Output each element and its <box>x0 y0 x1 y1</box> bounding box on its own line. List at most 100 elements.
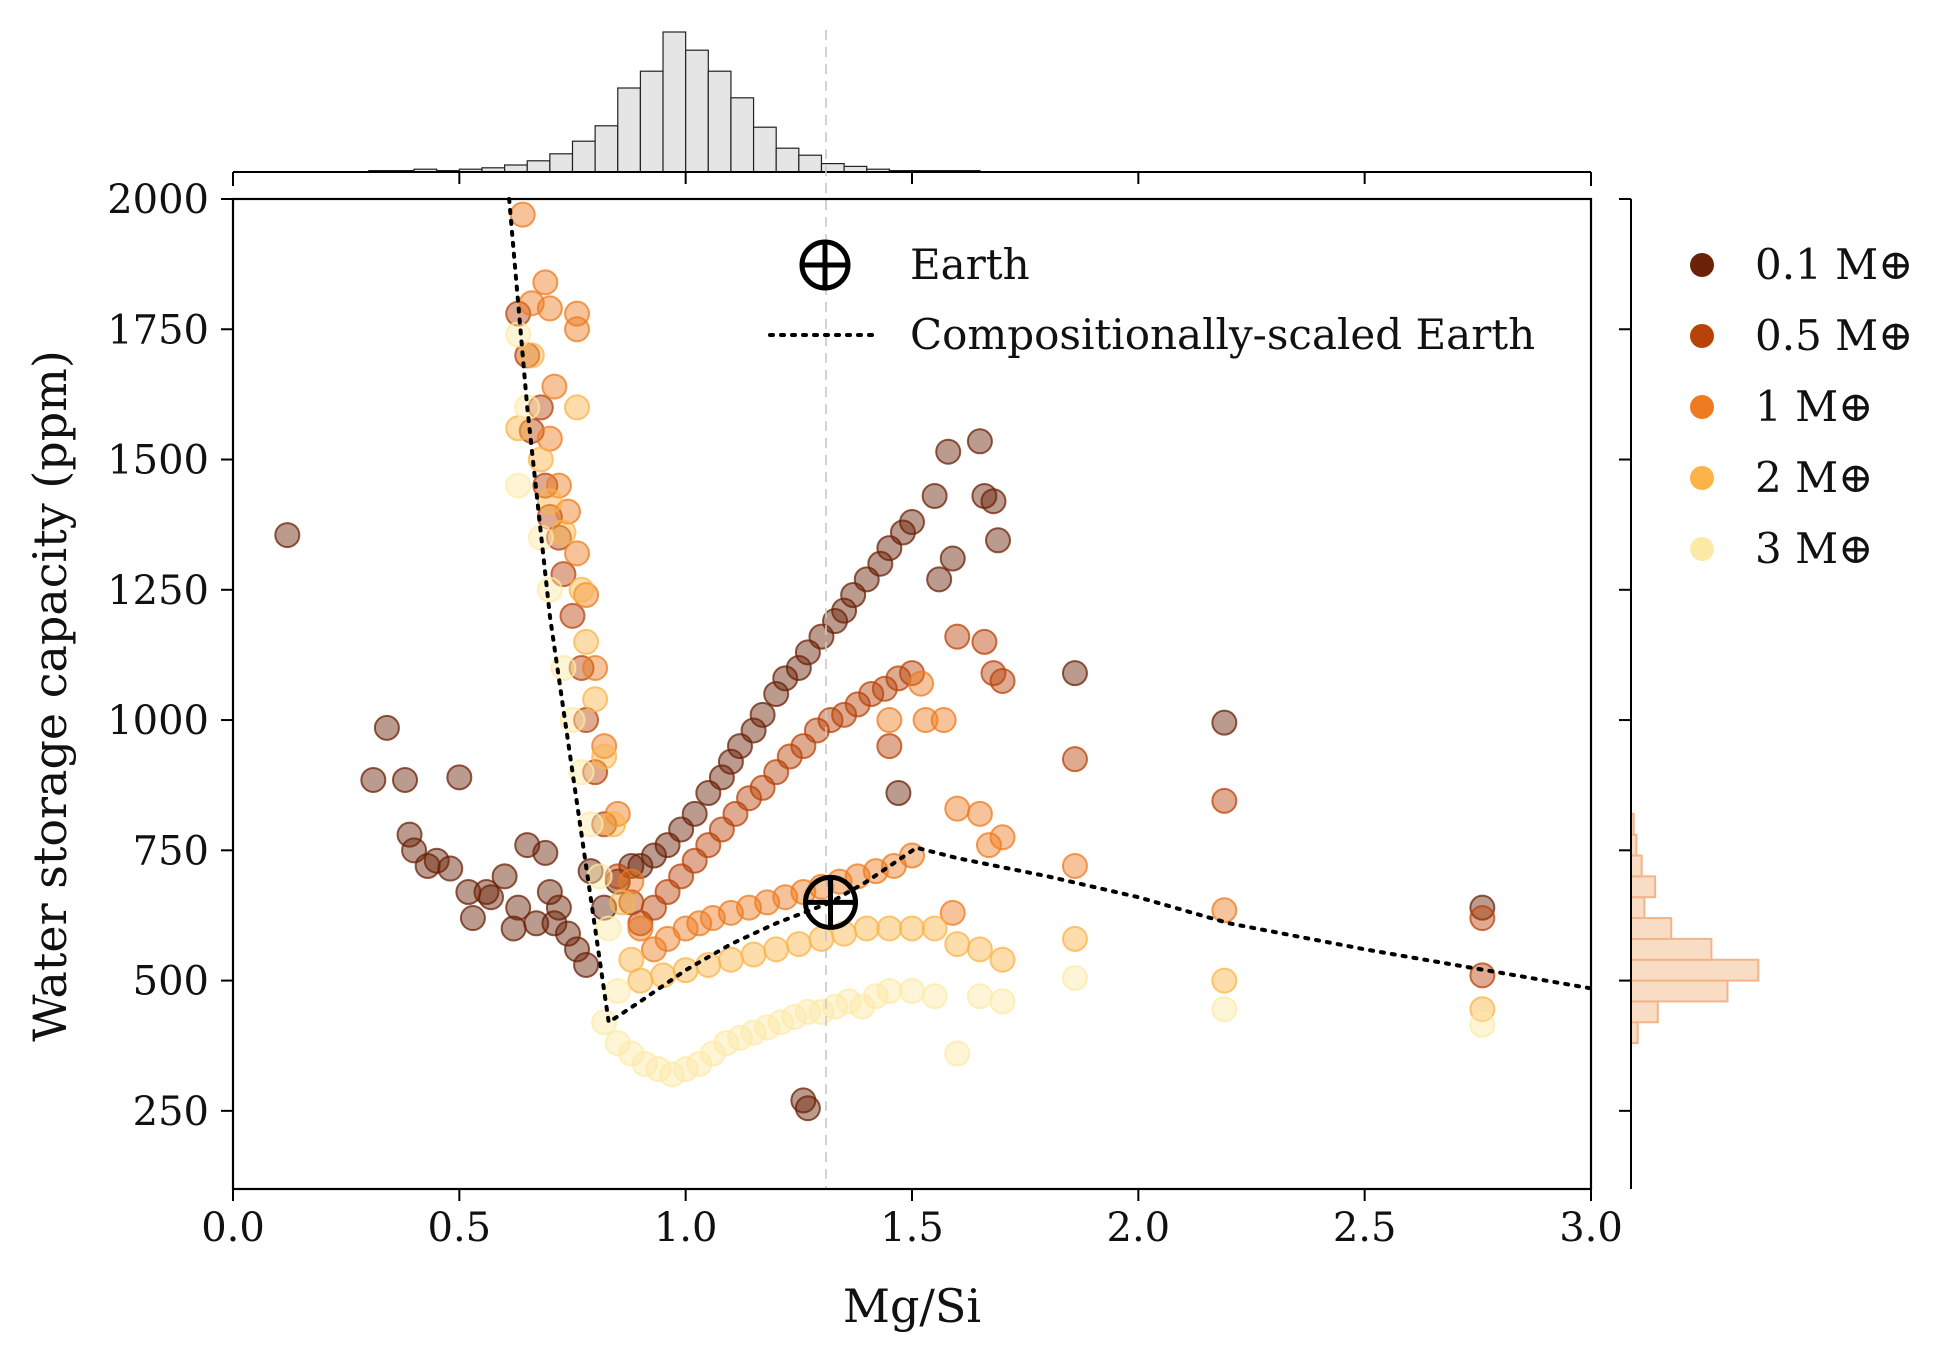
data-point <box>1211 897 1238 924</box>
top-hist-bar <box>617 87 641 173</box>
data-point <box>392 766 419 793</box>
data-point <box>604 1030 631 1057</box>
data-point <box>586 863 613 890</box>
right-marginal-histogram <box>1619 198 1760 1189</box>
x-tick-label: 0.0 <box>201 1205 265 1251</box>
data-point <box>532 472 559 499</box>
data-point <box>686 910 713 937</box>
data-point <box>822 608 849 635</box>
data-point <box>550 519 577 546</box>
data-point <box>763 936 790 963</box>
top-hist-bar <box>752 126 777 173</box>
data-point <box>740 941 767 968</box>
legend-curve-label: Compositionally-scaled Earth <box>910 310 1535 359</box>
data-point <box>713 1030 740 1057</box>
scaled-earth-curve <box>507 197 1593 1026</box>
data-point <box>672 1056 699 1083</box>
data-point <box>564 316 591 343</box>
data-point <box>736 785 763 812</box>
data-point <box>627 967 654 994</box>
data-point <box>767 1009 794 1036</box>
data-point <box>274 522 301 549</box>
data-point <box>935 438 962 465</box>
right-hist-bar <box>1630 896 1646 920</box>
data-point <box>437 855 464 882</box>
data-point <box>772 665 799 692</box>
data-point <box>582 686 609 713</box>
data-point <box>1061 925 1088 952</box>
data-point <box>604 978 631 1004</box>
x-tick-label: 2.5 <box>1333 1205 1397 1251</box>
data-point <box>930 707 957 734</box>
data-point <box>686 1050 713 1077</box>
data-point <box>862 983 889 1010</box>
data-point <box>559 602 586 629</box>
data-point <box>989 824 1016 851</box>
data-point <box>939 545 966 572</box>
data-point <box>794 998 821 1025</box>
legend-marker <box>1690 395 1714 419</box>
data-point <box>591 1009 618 1036</box>
data-point <box>921 983 948 1010</box>
y-tick-label: 1750 <box>107 307 209 353</box>
data-point <box>591 811 618 838</box>
legend-marker <box>1690 466 1714 490</box>
top-hist-bar <box>707 70 732 173</box>
right-hist-bar <box>1630 917 1673 940</box>
data-point <box>518 342 545 369</box>
x-tick-label: 2.0 <box>1107 1205 1171 1251</box>
data-point <box>618 1040 645 1067</box>
data-point <box>1061 660 1088 687</box>
data-point <box>835 988 862 1015</box>
data-point <box>853 915 880 942</box>
data-point <box>582 759 609 786</box>
data-point <box>609 889 636 916</box>
data-point <box>790 1087 817 1114</box>
data-point <box>985 527 1012 554</box>
right-hist-bar <box>1630 1021 1639 1045</box>
data-point <box>989 988 1016 1015</box>
data-point <box>532 269 559 296</box>
data-point <box>831 597 858 624</box>
data-point <box>867 550 894 577</box>
data-point <box>373 714 400 741</box>
data-point <box>876 915 903 942</box>
data-point <box>885 780 912 806</box>
data-point <box>966 800 993 827</box>
data-point <box>1211 996 1238 1023</box>
data-point <box>1469 1011 1496 1038</box>
data-point <box>849 993 876 1020</box>
data-point <box>785 654 812 681</box>
data-point <box>564 394 591 421</box>
data-point <box>808 925 835 952</box>
data-point <box>360 766 387 793</box>
data-point <box>640 842 667 869</box>
data-point <box>980 488 1007 515</box>
data-point <box>650 962 677 989</box>
data-point <box>944 931 971 958</box>
data-point <box>975 832 1002 859</box>
right-hist-bar <box>1630 875 1657 899</box>
right-hist-bar <box>1630 854 1643 878</box>
top-hist-bar <box>639 70 664 173</box>
data-point <box>564 936 591 963</box>
data-point <box>627 852 654 879</box>
data-point <box>595 915 622 942</box>
right-hist-bar <box>1630 958 1760 982</box>
data-point <box>505 472 532 499</box>
legend-label: 0.1 M⊕ <box>1755 240 1913 289</box>
y-tick-label: 750 <box>133 828 209 874</box>
data-point <box>509 201 536 228</box>
legend-earth-label: Earth <box>910 240 1030 289</box>
top-hist-bar <box>820 163 845 173</box>
data-point <box>1211 787 1238 814</box>
series-2 <box>505 342 1496 1023</box>
legend-marker <box>1690 537 1714 561</box>
data-point <box>871 675 898 702</box>
data-point <box>803 717 830 744</box>
data-point <box>781 1004 808 1031</box>
data-point <box>908 670 935 697</box>
top-hist-bar <box>662 31 687 173</box>
